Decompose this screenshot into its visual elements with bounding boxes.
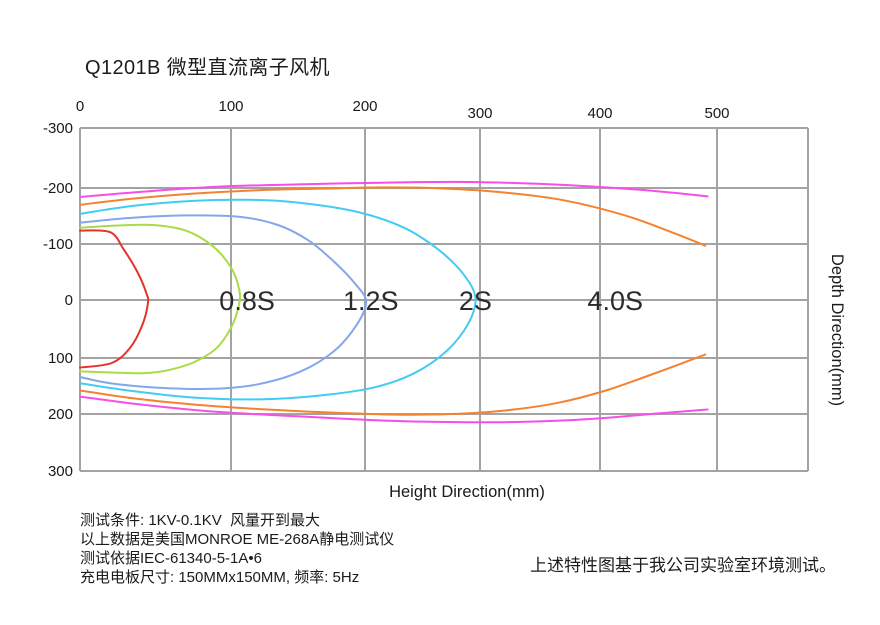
page-title: Q1201B 微型直流离子风机: [85, 57, 330, 79]
test-condition-line: 测试条件: 1KV-0.1KV 风量开到最大: [80, 512, 321, 529]
x-tick-label: 0: [76, 98, 84, 115]
y-tick-label: -100: [43, 236, 73, 253]
x-tick-label: 100: [218, 98, 243, 115]
x-tick-label: 400: [587, 105, 612, 122]
lab-environment-note: 上述特性图基于我公司实验室环境测试。: [530, 556, 836, 575]
contour-outer-magenta: [79, 395, 709, 424]
x-tick-label: 300: [467, 105, 492, 122]
x-axis-title: Height Direction(mm): [389, 483, 545, 501]
contour-1.2S-blue: [79, 214, 368, 391]
y-tick-label: 300: [48, 463, 73, 480]
y-tick-label: 0: [65, 292, 73, 309]
contour-4.0S-orange: [79, 186, 707, 247]
x-tick-label: 500: [704, 105, 729, 122]
y-tick-label: -200: [43, 180, 73, 197]
x-tick-label: 200: [352, 98, 377, 115]
contour-2S-cyan: [79, 198, 477, 401]
test-conditions-block: 测试条件: 1KV-0.1KV 风量开到最大 以上数据是美国MONROE ME-…: [80, 511, 394, 587]
contour-label: 0.8S: [219, 286, 275, 316]
y-axis-title: Depth Direction(mm): [828, 254, 846, 406]
contour-4.0S-orange: [79, 353, 707, 416]
y-tick-label: -300: [43, 120, 73, 137]
contour-outer-magenta: [79, 180, 709, 198]
contour-label: 2S: [459, 286, 492, 316]
test-instrument-line: 以上数据是美国MONROE ME-268A静电测试仪: [80, 531, 395, 548]
y-tick-label: 100: [48, 350, 73, 367]
y-tick-label: 200: [48, 406, 73, 423]
contour-label: 4.0S: [587, 286, 643, 316]
contour-inner-red: [79, 229, 150, 369]
test-plate-line: 充电电板尺寸: 150MMx150MM, 频率: 5Hz: [80, 569, 360, 586]
test-standard-line: 测试依据IEC-61340-5-1A•6: [80, 550, 262, 567]
contour-0.8S-green: [79, 223, 242, 375]
contour-label: 1.2S: [343, 286, 399, 316]
